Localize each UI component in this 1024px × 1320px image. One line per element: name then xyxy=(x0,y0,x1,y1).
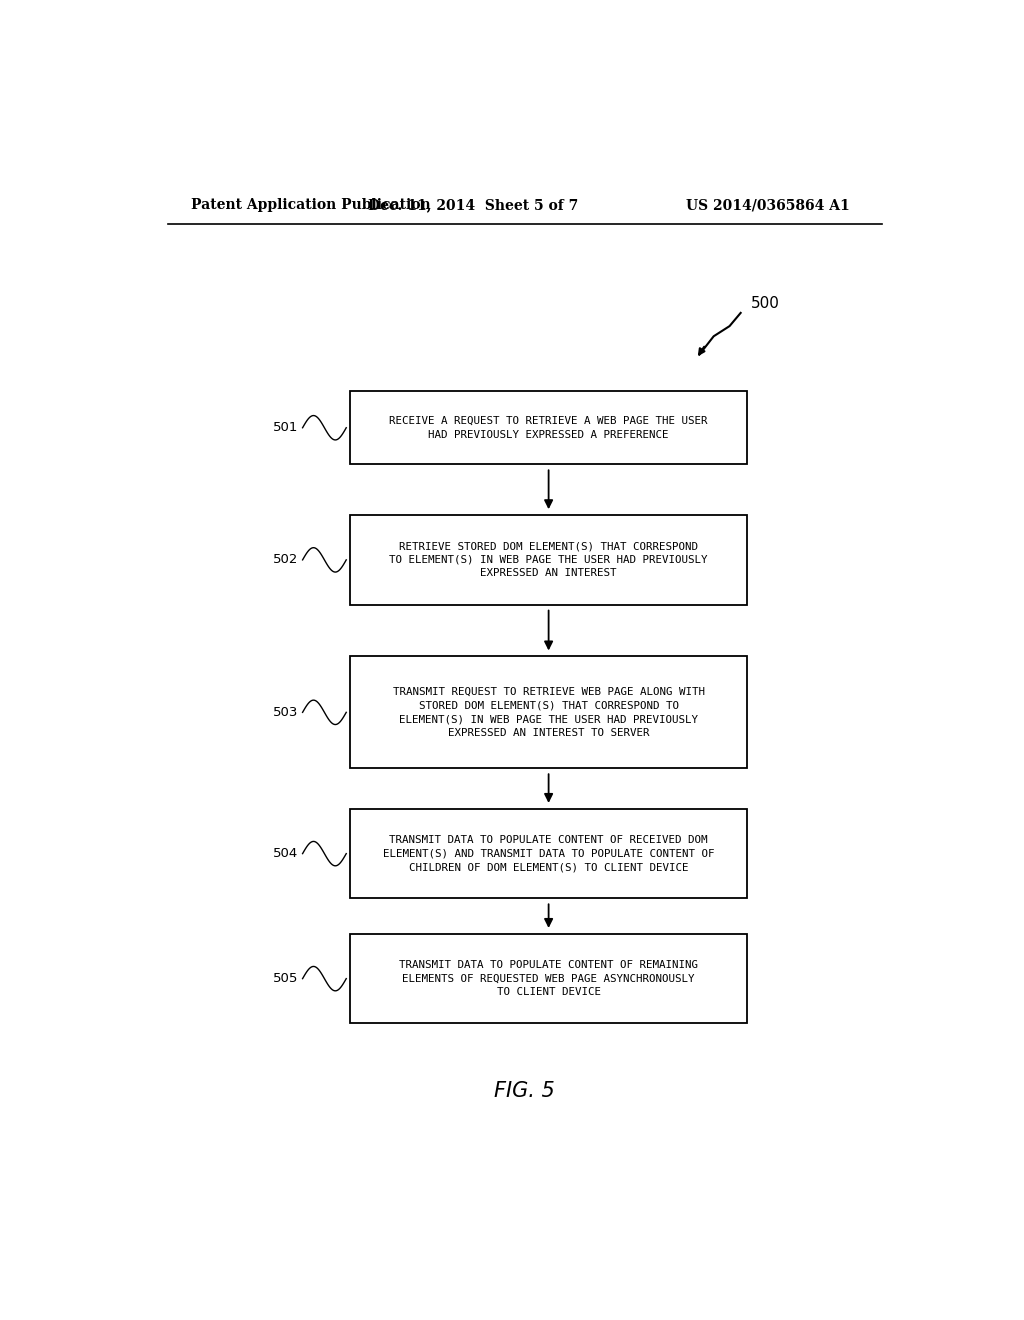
Text: TRANSMIT REQUEST TO RETRIEVE WEB PAGE ALONG WITH
STORED DOM ELEMENT(S) THAT CORR: TRANSMIT REQUEST TO RETRIEVE WEB PAGE AL… xyxy=(392,686,705,738)
Text: TRANSMIT DATA TO POPULATE CONTENT OF REMAINING
ELEMENTS OF REQUESTED WEB PAGE AS: TRANSMIT DATA TO POPULATE CONTENT OF REM… xyxy=(399,960,698,997)
Text: 503: 503 xyxy=(273,706,299,719)
Bar xyxy=(350,391,748,465)
Bar xyxy=(350,809,748,899)
Text: 502: 502 xyxy=(273,553,299,566)
Bar xyxy=(350,935,748,1023)
Text: Dec. 11, 2014  Sheet 5 of 7: Dec. 11, 2014 Sheet 5 of 7 xyxy=(368,198,579,213)
Text: 500: 500 xyxy=(751,296,780,312)
Text: US 2014/0365864 A1: US 2014/0365864 A1 xyxy=(686,198,850,213)
Text: TRANSMIT DATA TO POPULATE CONTENT OF RECEIVED DOM
ELEMENT(S) AND TRANSMIT DATA T: TRANSMIT DATA TO POPULATE CONTENT OF REC… xyxy=(383,836,715,873)
Text: 504: 504 xyxy=(273,847,299,861)
Text: 501: 501 xyxy=(273,421,299,434)
Text: FIG. 5: FIG. 5 xyxy=(495,1081,555,1101)
Text: Patent Application Publication: Patent Application Publication xyxy=(191,198,431,213)
Bar xyxy=(350,515,748,605)
Text: RECEIVE A REQUEST TO RETRIEVE A WEB PAGE THE USER
HAD PREVIOUSLY EXPRESSED A PRE: RECEIVE A REQUEST TO RETRIEVE A WEB PAGE… xyxy=(389,416,708,440)
Bar xyxy=(350,656,748,768)
Text: RETRIEVE STORED DOM ELEMENT(S) THAT CORRESPOND
TO ELEMENT(S) IN WEB PAGE THE USE: RETRIEVE STORED DOM ELEMENT(S) THAT CORR… xyxy=(389,541,708,578)
Text: 505: 505 xyxy=(273,972,299,985)
